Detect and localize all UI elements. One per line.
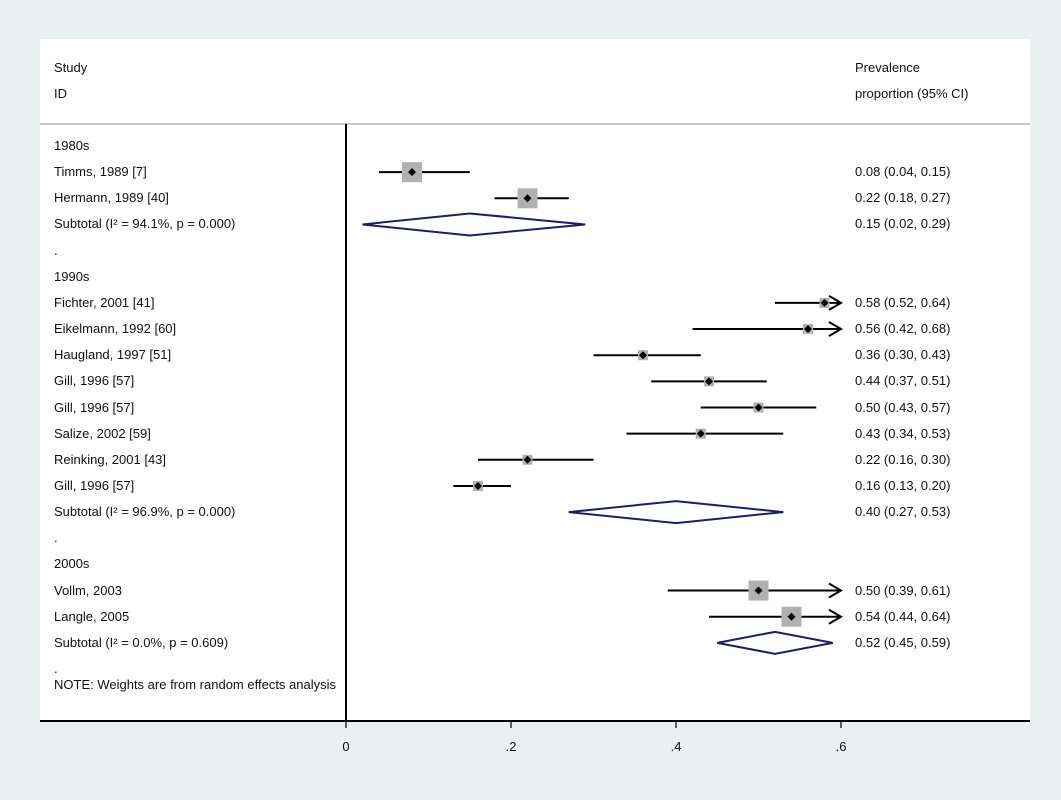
- study-label: Gill, 1996 [57]: [54, 477, 135, 493]
- study-label: Timms, 1989 [7]: [54, 164, 147, 180]
- x-tick-label: .6: [836, 739, 847, 754]
- point-estimate: [523, 194, 532, 203]
- study-label: Vollm, 2003: [54, 582, 122, 598]
- subtotal-diamond: [362, 212, 586, 237]
- spacer-dot: .: [54, 661, 58, 676]
- study-label: Reinking, 2001 [43]: [54, 451, 167, 467]
- point-estimate: [474, 481, 482, 490]
- study-label: Langle, 2005: [54, 608, 130, 624]
- point-estimate: [705, 377, 713, 386]
- study-label: Eikelmann, 1992 [60]: [54, 321, 177, 337]
- study-estimate: 0.22 (0.18, 0.27): [855, 190, 951, 206]
- study-estimate: 0.50 (0.39, 0.61): [855, 582, 951, 598]
- point-estimate: [787, 612, 796, 621]
- point-estimate: [754, 586, 763, 595]
- point-estimate: [804, 325, 812, 334]
- study-label: Gill, 1996 [57]: [54, 399, 135, 415]
- study-estimate: 0.44 (0.37, 0.51): [855, 373, 951, 389]
- subtotal-label: Subtotal (I² = 96.9%, p = 0.000): [54, 504, 236, 520]
- study-estimate: 0.56 (0.42, 0.68): [855, 321, 951, 337]
- point-estimate: [696, 429, 705, 438]
- point-estimate: [523, 455, 532, 464]
- note-text: NOTE: Weights are from random effects an…: [54, 677, 337, 692]
- study-estimate: 0.08 (0.04, 0.15): [855, 164, 951, 180]
- prevalence-header: Prevalence: [855, 60, 921, 75]
- point-estimate: [754, 403, 763, 412]
- point-estimate: [820, 298, 829, 307]
- study-estimate: 0.50 (0.43, 0.57): [855, 399, 951, 415]
- study-estimate: 0.58 (0.52, 0.64): [855, 294, 951, 310]
- subtotal-label: Subtotal (I² = 0.0%, p = 0.609): [54, 634, 229, 650]
- study-label: Fichter, 2001 [41]: [54, 294, 155, 310]
- study-estimate: 0.54 (0.44, 0.64): [855, 608, 951, 624]
- ci-arrow: [828, 608, 843, 625]
- group-label: 2000s: [54, 556, 90, 572]
- spacer-dot: .: [54, 242, 58, 258]
- study-estimate: 0.22 (0.16, 0.30): [855, 451, 951, 467]
- subtotal-estimate: 0.15 (0.02, 0.29): [855, 216, 951, 232]
- subtotal-estimate: 0.52 (0.45, 0.59): [855, 634, 951, 650]
- subtotal-diamond: [717, 630, 833, 655]
- study-header: Study: [54, 60, 88, 75]
- study-estimate: 0.43 (0.34, 0.53): [855, 425, 951, 441]
- group-label: 1980s: [54, 138, 90, 153]
- spacer-dot: .: [54, 530, 58, 546]
- study-estimate: 0.16 (0.13, 0.20): [855, 477, 951, 493]
- forest-plot-panel: [40, 39, 1030, 722]
- id-header: ID: [54, 86, 67, 101]
- subtotal-label: Subtotal (I² = 94.1%, p = 0.000): [54, 216, 236, 232]
- subtotal-diamond: [568, 500, 784, 525]
- group-label: 1990s: [54, 268, 90, 284]
- subtotal-estimate: 0.40 (0.27, 0.53): [855, 504, 951, 520]
- study-label: Hermann, 1989 [40]: [54, 190, 169, 206]
- study-label: Haugland, 1997 [51]: [54, 347, 172, 363]
- ci-arrow: [828, 295, 843, 311]
- study-label: Gill, 1996 [57]: [54, 373, 135, 389]
- x-tick-label: 0: [342, 739, 349, 754]
- ci-arrow: [828, 582, 843, 599]
- ci-arrow: [828, 321, 843, 337]
- proportion-ci-header: proportion (95% CI): [855, 86, 969, 101]
- study-label: Salize, 2002 [59]: [54, 425, 151, 441]
- point-estimate: [408, 168, 416, 177]
- point-estimate: [639, 351, 647, 360]
- x-tick-label: .2: [506, 739, 517, 754]
- x-tick-label: .4: [671, 739, 682, 754]
- study-estimate: 0.36 (0.30, 0.43): [855, 347, 951, 363]
